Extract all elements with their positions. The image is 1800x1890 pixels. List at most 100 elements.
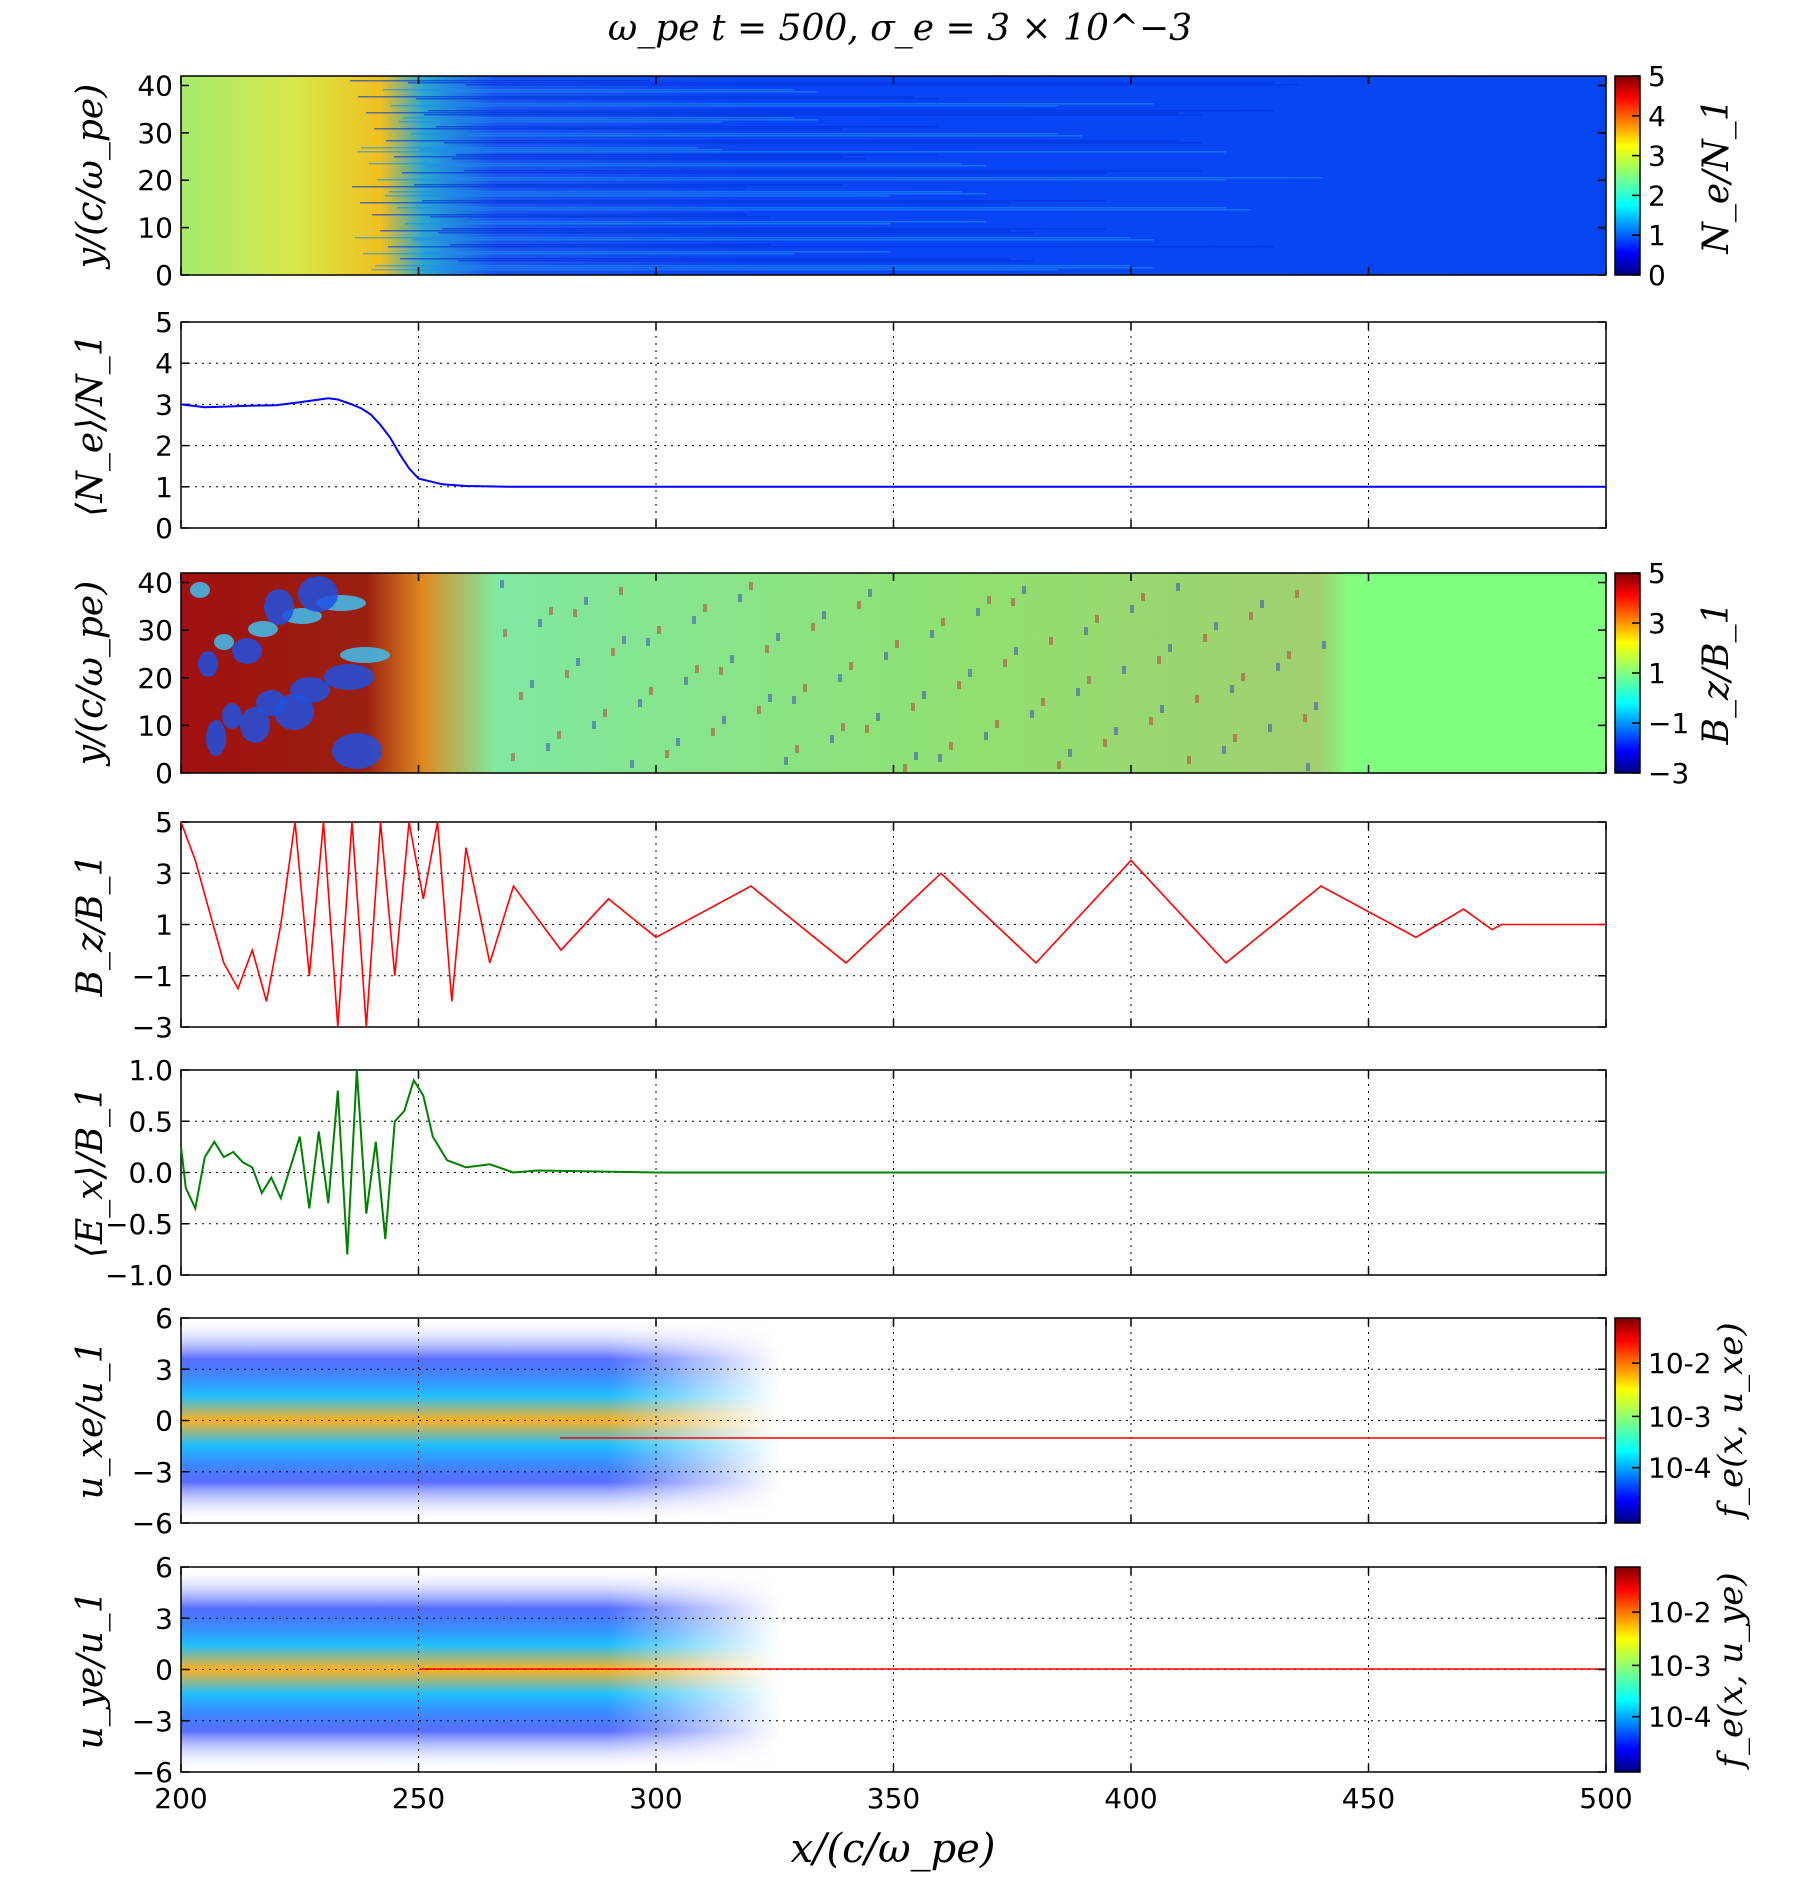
ne-filament <box>419 149 722 151</box>
panel-uxe-phase: −6 −3 0 3 6 u_xe/u_1 10-4 10-3 10-2 f_e(x, u_x… <box>70 1302 1751 1540</box>
bz-wave-fleck <box>903 764 907 772</box>
x-tick-label: 350 <box>867 1782 920 1815</box>
bz-line <box>180 821 1606 1028</box>
uxe-colorbar-label: f_e(x, u_xe) <box>1711 1322 1751 1520</box>
ne-filament <box>453 103 1154 105</box>
y-tick-label: 40 <box>137 567 173 600</box>
colorbar-tick-label: −1 <box>1648 707 1689 740</box>
bz-wave-fleck <box>503 629 507 637</box>
bz-wave-fleck <box>857 601 861 609</box>
panel-bz-line: −3 −1 1 3 5 B_z/B_1 <box>70 806 1607 1044</box>
bz-line-ylabel: B_z/B_1 <box>70 854 111 998</box>
ne-filament <box>456 154 938 156</box>
ne-filament <box>439 177 1322 179</box>
bz-wave-fleck <box>768 694 772 702</box>
ne-filament <box>350 80 650 82</box>
y-tick-label: 30 <box>137 614 173 647</box>
bz-wave-fleck <box>603 709 607 717</box>
bz-wave-fleck <box>765 645 769 653</box>
colorbar-tick-label: 10-3 <box>1648 1400 1712 1433</box>
ne-filament <box>402 172 1106 174</box>
ne-colorbar <box>1614 75 1641 276</box>
x-tick-labels: 200 250 300 350 400 450 500 <box>154 1782 1632 1815</box>
bz-wave-fleck <box>592 721 596 729</box>
bz-wave-fleck <box>676 738 680 746</box>
bz-wave-fleck <box>995 720 999 728</box>
ne-map-y-ticks: 0 10 20 30 40 <box>137 69 1607 292</box>
bz-blob <box>340 647 390 663</box>
bz-wave-fleck <box>703 604 707 612</box>
ne-filament <box>441 91 818 93</box>
bz-wave-fleck <box>1230 685 1234 693</box>
bz-wave-fleck <box>557 731 561 739</box>
bz-wave-fleck <box>914 752 918 760</box>
y-tick-label: 1 <box>155 909 173 942</box>
y-tick-label: −6 <box>132 1756 173 1789</box>
bz-wave-fleck <box>849 662 853 670</box>
ne-mean-line <box>180 397 1606 488</box>
colorbar-tick-label: 1 <box>1648 657 1666 690</box>
ne-filament <box>405 223 890 225</box>
y-tick-label: 3 <box>155 1602 173 1635</box>
y-tick-label: 1 <box>155 471 173 504</box>
bz-wave-fleck <box>546 743 550 751</box>
ne-filament <box>375 265 1130 267</box>
ne-filament <box>394 156 842 158</box>
y-tick-label: 10 <box>137 709 173 742</box>
bz-wave-fleck <box>511 753 515 761</box>
ne-filament <box>366 112 1178 114</box>
bz-colorbar-ticks: −3 −1 1 3 5 <box>1632 557 1689 790</box>
bz-wave-fleck <box>1122 666 1126 674</box>
y-tick-label: 0.5 <box>128 1105 173 1138</box>
bz-wave-fleck <box>1141 593 1145 601</box>
bz-wave-fleck <box>830 735 834 743</box>
bz-wave-fleck <box>957 681 961 689</box>
bz-wave-fleck <box>911 703 915 711</box>
ne-filament <box>357 151 1226 153</box>
y-tick-label: −3 <box>132 1456 173 1489</box>
bz-wave-fleck <box>822 611 826 619</box>
bz-blob <box>256 690 286 716</box>
bz-wave-fleck <box>1030 710 1034 718</box>
ne-filament <box>450 244 770 246</box>
ne-filament <box>428 110 1274 112</box>
bz-wave-fleck <box>1003 659 1007 667</box>
bz-wave-fleck <box>968 669 972 677</box>
y-tick-label: 1.0 <box>128 1054 173 1087</box>
y-tick-label: 3 <box>155 857 173 890</box>
bz-map-field <box>181 573 1606 773</box>
bz-blob <box>190 582 210 598</box>
ne-filament <box>358 96 914 98</box>
ne-filament <box>452 158 866 160</box>
ne-filament <box>467 221 986 223</box>
y-tick-label: 0 <box>155 512 173 545</box>
y-tick-label: 0 <box>155 1654 173 1687</box>
ne-filament <box>433 267 1154 269</box>
x-tick-label: 400 <box>1104 1782 1157 1815</box>
x-tick-label: 200 <box>154 1782 207 1815</box>
bz-wave-fleck <box>1087 676 1091 684</box>
y-tick-label: 5 <box>155 806 173 839</box>
bz-map-structures <box>190 576 1326 772</box>
bz-wave-fleck <box>519 692 523 700</box>
ne-filament <box>391 105 1058 107</box>
y-tick-label: 20 <box>137 164 173 197</box>
bz-wave-fleck <box>630 760 634 768</box>
bz-wave-fleck <box>776 633 780 641</box>
bz-wave-fleck <box>784 757 788 765</box>
bz-wave-fleck <box>722 716 726 724</box>
bz-wave-fleck <box>841 723 845 731</box>
bz-wave-fleck <box>1041 698 1045 706</box>
bz-wave-fleck <box>1187 756 1191 764</box>
bz-wave-fleck <box>1195 695 1199 703</box>
ex-mean-line <box>180 1069 1606 1255</box>
bz-wave-fleck <box>1276 663 1280 671</box>
y-tick-label: −1.0 <box>105 1259 173 1292</box>
y-tick-label: 0 <box>155 757 173 790</box>
uye-colorbar-ticks: 10-4 10-3 10-2 <box>1632 1596 1712 1734</box>
colorbar-tick-label: 1 <box>1648 219 1666 252</box>
ne-filament <box>461 119 818 121</box>
bz-wave-fleck <box>1160 705 1164 713</box>
bz-wave-fleck <box>500 580 504 588</box>
uye-phase-ylabel: u_ye/u_1 <box>70 1590 111 1749</box>
